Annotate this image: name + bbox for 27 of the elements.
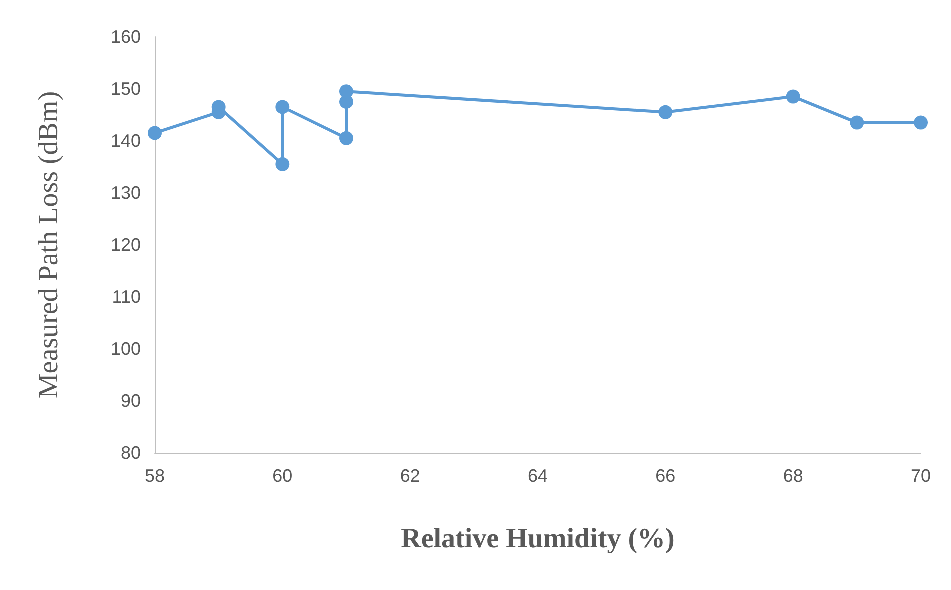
y-tick-label: 100 bbox=[110, 339, 141, 359]
point bbox=[276, 100, 290, 114]
point bbox=[850, 116, 864, 130]
point bbox=[276, 157, 290, 172]
point bbox=[340, 84, 354, 99]
y-tick-label: 120 bbox=[110, 235, 141, 255]
y-tick-label: 110 bbox=[112, 287, 141, 307]
point bbox=[786, 90, 800, 104]
y-tick-label: 130 bbox=[110, 183, 141, 203]
point bbox=[914, 116, 928, 130]
x-tick-label: 60 bbox=[272, 466, 293, 486]
point bbox=[148, 126, 162, 140]
x-tick-label: 62 bbox=[400, 466, 420, 486]
y-tick-label: 150 bbox=[110, 79, 141, 99]
x-tick-label: 70 bbox=[910, 466, 932, 486]
y-tick-label: 140 bbox=[110, 131, 141, 151]
x-tick-label: 58 bbox=[144, 466, 166, 486]
x-tick-label: 66 bbox=[656, 466, 676, 486]
y-axis-title: Measured Path Loss (dBm) bbox=[34, 91, 64, 399]
point bbox=[340, 131, 354, 146]
x-axis-title: Relative Humidity (%) bbox=[401, 524, 675, 554]
y-tick-label: 160 bbox=[110, 27, 141, 47]
x-tick-label: 64 bbox=[528, 466, 548, 486]
point bbox=[658, 105, 673, 120]
y-tick-label: 80 bbox=[120, 443, 141, 463]
x-tick-label: 68 bbox=[783, 466, 804, 486]
y-tick-label: 90 bbox=[120, 391, 141, 411]
